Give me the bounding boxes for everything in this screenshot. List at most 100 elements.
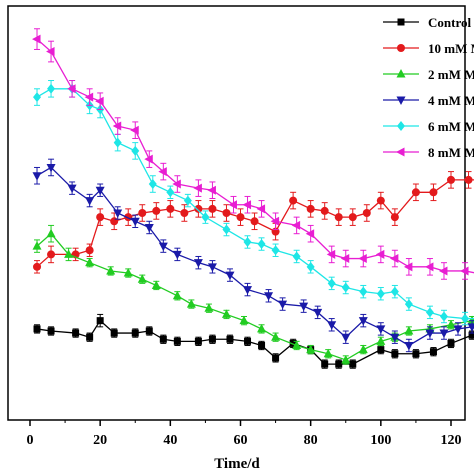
data-point [85,246,94,255]
data-point [258,341,266,349]
data-point [86,333,94,341]
data-point [131,145,140,156]
legend-marker [396,69,406,78]
x-axis: 0 20 40 60 80 100 120 [27,420,462,448]
x-tick-label: 100 [370,433,391,448]
data-point [460,266,469,276]
data-point [306,261,315,272]
legend-label: 2 mM Mo [428,67,474,82]
data-point [201,212,210,223]
data-point [429,348,437,356]
data-point [67,184,77,194]
data-point [390,286,399,297]
data-point [228,200,237,210]
data-point [271,245,280,256]
series-line [36,88,474,320]
data-point [131,329,139,337]
data-point [404,341,414,351]
data-point [313,308,323,318]
legend-item: 4 mM Mo [383,93,474,108]
data-point [376,196,385,205]
data-point [208,335,216,343]
data-point [334,213,343,222]
data-point [292,251,301,262]
data-point [47,83,56,94]
data-point [130,217,140,227]
data-point [425,307,434,318]
data-point [412,350,420,358]
data-point [257,239,266,250]
data-point [306,204,315,213]
data-point [152,206,161,215]
data-point [447,339,455,347]
data-point [358,344,368,354]
data-point [403,262,413,272]
data-point [439,329,449,339]
data-point [193,259,203,268]
data-point [112,121,122,131]
legend-label: 10 mM Mo [428,41,474,56]
data-point [173,337,181,345]
legend-marker [396,96,406,105]
data-point [221,309,231,318]
legend: Control 10 mM Mo 2 mM Mo 4 mM Mo 6 mM Mo 8 mM… [383,15,474,160]
data-point [110,217,119,226]
legend-marker [397,121,405,131]
data-point [172,250,182,260]
data-point [46,47,55,57]
data-point [256,204,266,214]
data-point [110,329,118,337]
data-point [292,340,302,349]
data-point [226,335,234,343]
data-point [84,92,94,102]
data-point [468,331,474,339]
data-point [242,200,252,210]
data-point [33,262,42,271]
data-point [306,344,316,354]
legend-marker [396,147,405,157]
data-point [340,254,350,264]
data-point [194,204,203,213]
data-point [244,337,252,345]
legend-item: 2 mM Mo [383,67,474,82]
series-line [36,319,474,365]
data-point [348,213,357,222]
data-point [257,323,267,333]
data-point [335,360,343,368]
data-point [467,323,474,332]
data-point [207,263,217,272]
data-point [446,319,456,329]
plot-area [7,5,466,421]
data-point [464,175,473,184]
data-point [95,96,104,106]
x-tick-label: 120 [441,433,462,448]
legend-label: Control [428,15,471,30]
data-point [323,348,333,358]
data-point [377,346,385,354]
series-4-mm-mo [32,158,474,353]
data-point [278,300,288,310]
data-point [461,313,470,324]
data-point [321,360,329,368]
data-point [327,321,337,330]
data-point [32,172,42,181]
data-point [222,224,231,235]
legend-item: Control [383,15,471,30]
data-point [411,188,420,197]
x-tick-label: 80 [304,433,318,448]
data-point [33,92,42,103]
data-point [389,254,399,264]
data-point [158,242,168,252]
data-point [166,187,175,198]
series-10-mm-mo [33,171,474,274]
data-point [453,325,463,334]
data-point [85,197,95,206]
data-point [193,183,202,193]
data-point [264,292,274,301]
data-point [447,175,455,184]
data-point [113,209,123,218]
data-point [96,317,104,325]
data-point [250,217,259,226]
data-point [359,286,368,297]
data-point [243,286,253,295]
